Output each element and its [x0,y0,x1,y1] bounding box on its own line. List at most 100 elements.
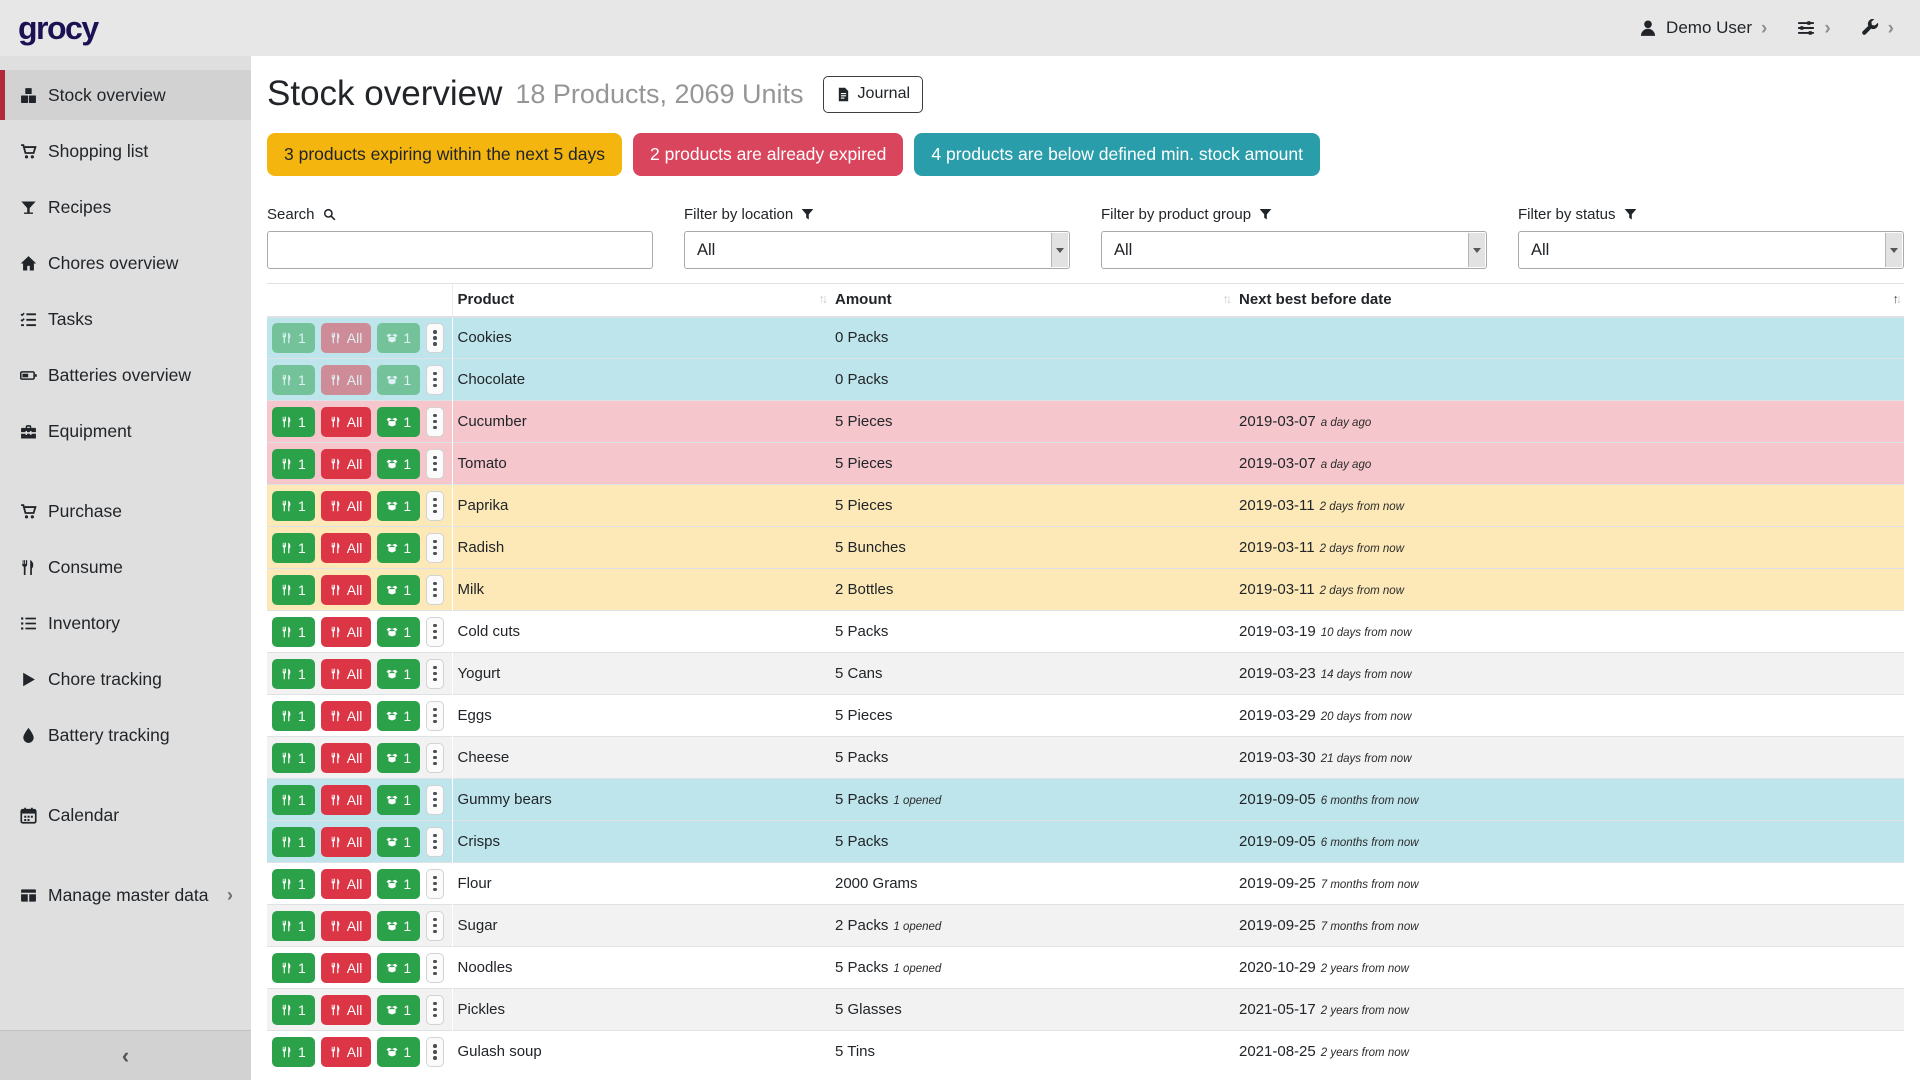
amount-column-header[interactable]: Amount ↑↓ [830,284,1234,317]
admin-menu[interactable]: › [1861,19,1894,38]
product-group-filter-select[interactable]: All [1101,231,1487,269]
consume-all-button[interactable]: All [321,827,372,857]
consume-one-button[interactable]: 1 [272,659,315,689]
sidebar-item-stock-overview[interactable]: Stock overview [0,70,251,120]
row-menu-button[interactable] [426,1037,443,1067]
consume-all-button[interactable]: All [321,617,372,647]
mark-opened-button[interactable]: 1 [377,575,420,605]
mark-opened-button[interactable]: 1 [377,869,420,899]
mark-opened-button[interactable]: 1 [377,785,420,815]
mark-opened-button[interactable]: 1 [377,323,420,353]
search-input[interactable] [267,231,653,269]
consume-one-button[interactable]: 1 [272,995,315,1025]
status-filter-select[interactable]: All [1518,231,1904,269]
consume-all-button[interactable]: All [321,911,372,941]
consume-all-button[interactable]: All [321,701,372,731]
mark-opened-button[interactable]: 1 [377,995,420,1025]
mark-opened-button[interactable]: 1 [377,617,420,647]
consume-one-button[interactable]: 1 [272,911,315,941]
sidebar-item-batteries-overview[interactable]: Batteries overview [0,350,251,400]
mark-opened-button[interactable]: 1 [377,659,420,689]
row-menu-button[interactable] [426,953,443,983]
mark-opened-button[interactable]: 1 [377,953,420,983]
status-alert-1[interactable]: 2 products are already expired [633,133,903,176]
sidebar-item-shopping-list[interactable]: Shopping list [0,126,251,176]
consume-all-button[interactable]: All [321,323,372,353]
consume-all-button[interactable]: All [321,491,372,521]
grocy-logo[interactable]: grocy [18,10,98,47]
mark-opened-button[interactable]: 1 [377,743,420,773]
user-menu[interactable]: Demo User › [1639,18,1767,38]
mark-opened-button[interactable]: 1 [377,911,420,941]
row-menu-button[interactable] [426,533,443,563]
sidebar-item-consume[interactable]: Consume [0,542,251,592]
sidebar-item-battery-tracking[interactable]: Battery tracking [0,710,251,760]
sidebar-item-manage-master-data[interactable]: Manage master data› [0,870,251,920]
consume-all-button[interactable]: All [321,785,372,815]
sidebar-item-chore-tracking[interactable]: Chore tracking [0,654,251,704]
consume-one-button[interactable]: 1 [272,365,315,395]
row-menu-button[interactable] [426,365,443,395]
consume-one-button[interactable]: 1 [272,491,315,521]
mark-opened-button[interactable]: 1 [377,1037,420,1067]
row-menu-button[interactable] [426,323,443,353]
row-menu-button[interactable] [426,449,443,479]
row-menu-button[interactable] [426,827,443,857]
consume-one-button[interactable]: 1 [272,785,315,815]
consume-one-button[interactable]: 1 [272,575,315,605]
row-menu-button[interactable] [426,659,443,689]
status-alert-2[interactable]: 4 products are below defined min. stock … [914,133,1320,176]
row-menu-button[interactable] [426,407,443,437]
consume-all-button[interactable]: All [321,533,372,563]
row-menu-button[interactable] [426,869,443,899]
consume-all-button[interactable]: All [321,869,372,899]
row-menu-button[interactable] [426,995,443,1025]
location-filter-select[interactable]: All [684,231,1070,269]
sidebar-item-purchase[interactable]: Purchase [0,486,251,536]
consume-one-button[interactable]: 1 [272,827,315,857]
row-menu-button[interactable] [426,491,443,521]
consume-all-button[interactable]: All [321,407,372,437]
consume-all-button[interactable]: All [321,995,372,1025]
sidebar-item-tasks[interactable]: Tasks [0,294,251,344]
sidebar-item-recipes[interactable]: Recipes [0,182,251,232]
mark-opened-button[interactable]: 1 [377,407,420,437]
mark-opened-button[interactable]: 1 [377,827,420,857]
mark-opened-button[interactable]: 1 [377,533,420,563]
consume-all-button[interactable]: All [321,659,372,689]
consume-one-button[interactable]: 1 [272,953,315,983]
mark-opened-button[interactable]: 1 [377,365,420,395]
status-alert-0[interactable]: 3 products expiring within the next 5 da… [267,133,622,176]
row-menu-button[interactable] [426,743,443,773]
mark-opened-button[interactable]: 1 [377,449,420,479]
row-menu-button[interactable] [426,575,443,605]
consume-all-button[interactable]: All [321,953,372,983]
product-column-header[interactable]: Product ↑↓ [452,284,830,317]
consume-one-button[interactable]: 1 [272,323,315,353]
row-menu-button[interactable] [426,617,443,647]
best-before-column-header[interactable]: Next best before date ↑↓ [1234,284,1904,317]
consume-one-button[interactable]: 1 [272,617,315,647]
sidebar-collapse-button[interactable]: ‹ [0,1030,251,1080]
row-menu-button[interactable] [426,701,443,731]
consume-all-button[interactable]: All [321,743,372,773]
consume-one-button[interactable]: 1 [272,869,315,899]
sidebar-item-inventory[interactable]: Inventory [0,598,251,648]
row-menu-button[interactable] [426,911,443,941]
consume-all-button[interactable]: All [321,449,372,479]
sidebar-item-calendar[interactable]: Calendar [0,790,251,840]
consume-one-button[interactable]: 1 [272,533,315,563]
sidebar-item-chores-overview[interactable]: Chores overview [0,238,251,288]
settings-menu[interactable]: › [1797,19,1830,38]
mark-opened-button[interactable]: 1 [377,701,420,731]
consume-all-button[interactable]: All [321,1037,372,1067]
consume-one-button[interactable]: 1 [272,1037,315,1067]
consume-all-button[interactable]: All [321,575,372,605]
consume-one-button[interactable]: 1 [272,449,315,479]
sidebar-item-equipment[interactable]: Equipment [0,406,251,456]
journal-button[interactable]: Journal [823,76,923,113]
consume-one-button[interactable]: 1 [272,701,315,731]
row-menu-button[interactable] [426,785,443,815]
consume-one-button[interactable]: 1 [272,407,315,437]
consume-one-button[interactable]: 1 [272,743,315,773]
